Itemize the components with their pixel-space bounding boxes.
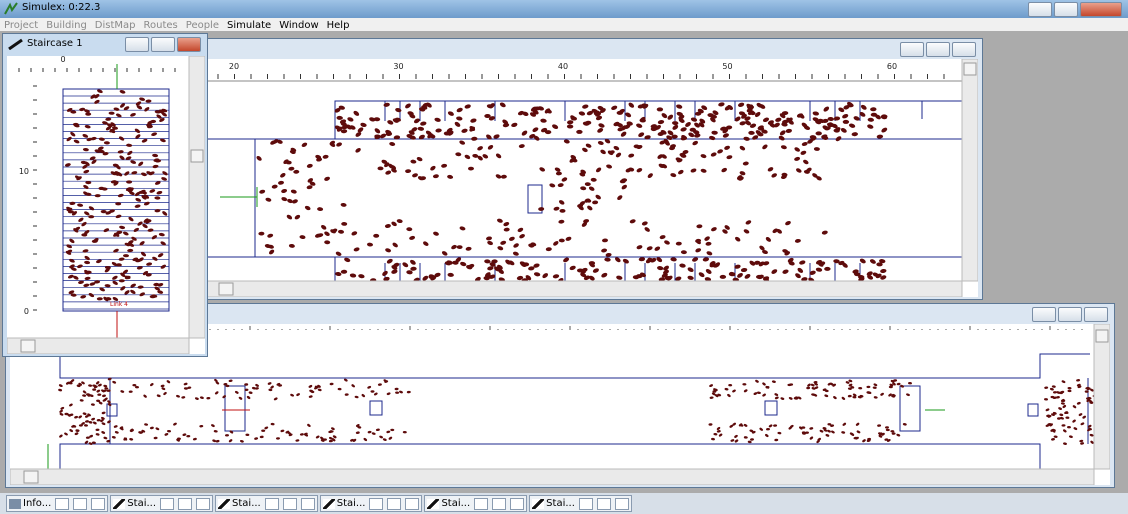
task-button[interactable] (510, 498, 524, 510)
person (657, 107, 663, 111)
person (371, 390, 375, 392)
maximize[interactable] (1054, 2, 1078, 17)
task-icon (427, 499, 439, 509)
menu-item[interactable]: Window (279, 20, 318, 31)
menu-bar: Project Building DistMap Routes People Simula… (0, 18, 1128, 31)
ruler-label: 30 (393, 62, 403, 71)
staircase-window: Staircase 1 0100Link 4 (2, 33, 208, 357)
minimize[interactable] (1028, 2, 1052, 17)
task-button[interactable] (178, 498, 192, 510)
staircase-view: 0 10 0 Link 4 (7, 56, 205, 354)
scroll-thumb[interactable] (24, 471, 38, 483)
person (323, 438, 327, 440)
task-label: Stai... (546, 498, 575, 509)
ruler-label: 0 (24, 307, 29, 316)
task-label: Stai... (441, 498, 470, 509)
task-button[interactable] (91, 498, 105, 510)
plan-window: 20 30 40 50 60 (200, 38, 983, 300)
plan-view: 20 30 40 50 60 (205, 59, 978, 297)
task-icon (113, 499, 125, 509)
task-button[interactable] (387, 498, 401, 510)
vertical-scrollbar (1094, 324, 1110, 469)
task-button[interactable] (55, 498, 69, 510)
vertical-scrollbar (962, 59, 978, 281)
person (843, 120, 849, 124)
taskbar-item[interactable]: Stai... (110, 495, 213, 512)
task-button[interactable] (597, 498, 611, 510)
task-button[interactable] (160, 498, 174, 510)
scroll-thumb[interactable] (21, 340, 35, 352)
menu-item[interactable]: People (186, 20, 219, 31)
menu-item[interactable]: Routes (144, 20, 178, 31)
task-label: Stai... (232, 498, 261, 509)
task-icon (323, 499, 335, 509)
taskbar-item[interactable]: Stai... (215, 495, 318, 512)
task-button[interactable] (196, 498, 210, 510)
task-icon (218, 499, 230, 509)
task-icon (9, 499, 21, 509)
window-buttons (900, 42, 976, 57)
ruler-label: 50 (722, 62, 732, 71)
horizontal-scrollbar (10, 469, 1094, 485)
vertical-scrollbar (189, 56, 205, 338)
restore[interactable] (1058, 307, 1082, 322)
task-button[interactable] (265, 498, 279, 510)
person (560, 209, 566, 213)
task-button[interactable] (283, 498, 297, 510)
close[interactable] (952, 42, 976, 57)
taskbar-item[interactable]: Info... (6, 495, 108, 512)
close[interactable] (177, 37, 201, 52)
minimize[interactable] (1032, 307, 1056, 322)
task-label: Stai... (127, 498, 156, 509)
app-icon (4, 2, 18, 16)
minimize[interactable] (900, 42, 924, 57)
close[interactable] (1080, 2, 1122, 17)
window-buttons (125, 37, 201, 52)
task-button[interactable] (301, 498, 315, 510)
ruler-label: 0 (60, 56, 65, 64)
taskbar: Info... Stai... Stai... Stai... Stai... Stai.… (0, 493, 1128, 514)
taskbar-item[interactable]: Stai... (529, 495, 632, 512)
menu-item[interactable]: Simulate (227, 20, 271, 31)
desktop: Simulex: 0:22.3 Project Building DistMap Ro… (0, 0, 1128, 514)
task-button[interactable] (73, 498, 87, 510)
ruler-label: 10 (19, 167, 29, 176)
person (261, 430, 265, 432)
menu-item[interactable]: DistMap (95, 20, 136, 31)
app-title-bar: Simulex: 0:22.3 (0, 0, 1128, 18)
person (88, 215, 94, 218)
exit-label: Link 4 (110, 301, 128, 308)
restore[interactable] (926, 42, 950, 57)
app-window-buttons (1028, 2, 1122, 17)
task-button[interactable] (492, 498, 506, 510)
restore[interactable] (151, 37, 175, 52)
scroll-thumb[interactable] (1096, 330, 1108, 342)
ruler-label: 20 (229, 62, 239, 71)
menu-item[interactable]: Building (46, 20, 87, 31)
person (576, 130, 582, 134)
task-label: Info... (23, 498, 51, 509)
task-button[interactable] (405, 498, 419, 510)
scroll-thumb[interactable] (191, 150, 203, 162)
task-button[interactable] (474, 498, 488, 510)
menu-item[interactable]: Project (4, 20, 38, 31)
task-label: Stai... (337, 498, 366, 509)
taskbar-item[interactable]: Stai... (424, 495, 527, 512)
ruler-label: 60 (887, 62, 897, 71)
ruler-label: 40 (558, 62, 568, 71)
task-button[interactable] (615, 498, 629, 510)
taskbar-item[interactable]: Stai... (320, 495, 423, 512)
minimize[interactable] (125, 37, 149, 52)
app-title: Simulex: 0:22.3 (22, 2, 100, 13)
horizontal-scrollbar (205, 281, 962, 297)
close[interactable] (1084, 307, 1108, 322)
task-button[interactable] (369, 498, 383, 510)
task-button[interactable] (579, 498, 593, 510)
menu-item[interactable]: Help (327, 20, 350, 31)
window-buttons (1032, 307, 1108, 322)
task-icon (532, 499, 544, 509)
person (119, 279, 125, 282)
scroll-thumb[interactable] (219, 283, 233, 295)
scroll-thumb[interactable] (964, 63, 976, 75)
